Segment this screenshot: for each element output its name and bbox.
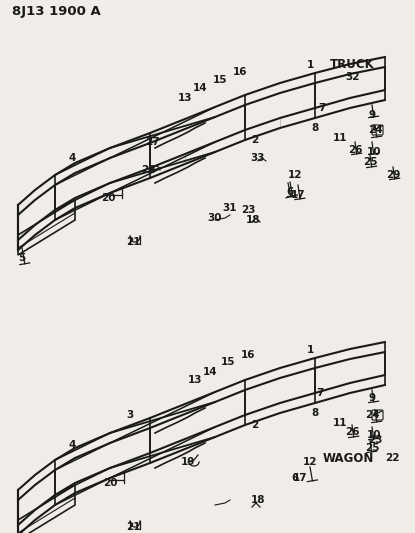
Text: 26: 26 xyxy=(348,145,362,155)
Text: 1: 1 xyxy=(306,345,314,355)
Text: 7: 7 xyxy=(316,388,324,398)
Text: 2: 2 xyxy=(251,420,259,430)
Text: 24: 24 xyxy=(365,410,379,420)
Text: 17: 17 xyxy=(290,190,305,200)
Text: 4: 4 xyxy=(68,440,76,450)
Text: 22: 22 xyxy=(385,453,399,463)
Text: 16: 16 xyxy=(233,67,247,77)
Text: 21: 21 xyxy=(126,237,140,247)
Text: 24: 24 xyxy=(368,125,382,135)
Text: TRUCK: TRUCK xyxy=(330,58,375,71)
Text: 30: 30 xyxy=(208,213,222,223)
Text: 5: 5 xyxy=(18,253,26,263)
Text: 10: 10 xyxy=(367,430,381,440)
Text: 20: 20 xyxy=(103,478,117,488)
Text: 26: 26 xyxy=(345,427,359,437)
Text: 11: 11 xyxy=(333,418,347,428)
Text: 12: 12 xyxy=(288,170,302,180)
Text: 28: 28 xyxy=(141,165,155,175)
Text: 10: 10 xyxy=(367,147,381,157)
Text: 33: 33 xyxy=(251,153,265,163)
Text: 25: 25 xyxy=(363,157,377,167)
Text: 9: 9 xyxy=(369,393,376,403)
Text: 18: 18 xyxy=(251,495,265,505)
Text: 2: 2 xyxy=(251,135,259,145)
Text: 13: 13 xyxy=(188,375,202,385)
Text: 1: 1 xyxy=(306,60,314,70)
Text: 29: 29 xyxy=(386,170,400,180)
Text: 19: 19 xyxy=(181,457,195,467)
Text: 13: 13 xyxy=(178,93,192,103)
Text: 27: 27 xyxy=(145,137,159,147)
Text: 15: 15 xyxy=(213,75,227,85)
Text: 16: 16 xyxy=(241,350,255,360)
Text: WAGON: WAGON xyxy=(323,452,374,465)
Text: 3: 3 xyxy=(127,410,134,420)
Text: 8: 8 xyxy=(311,123,319,133)
Text: 8: 8 xyxy=(311,408,319,418)
Text: 8J13 1900 A: 8J13 1900 A xyxy=(12,5,101,18)
Text: 7: 7 xyxy=(318,103,326,113)
Text: 4: 4 xyxy=(68,153,76,163)
Text: 9: 9 xyxy=(369,110,376,120)
Text: 11: 11 xyxy=(333,133,347,143)
Text: 14: 14 xyxy=(193,83,208,93)
Text: 21: 21 xyxy=(126,522,140,532)
Text: 12: 12 xyxy=(303,457,317,467)
Text: 6: 6 xyxy=(286,187,294,197)
Text: 14: 14 xyxy=(203,367,217,377)
Text: 17: 17 xyxy=(293,473,308,483)
Text: 32: 32 xyxy=(345,72,359,82)
Text: 31: 31 xyxy=(223,203,237,213)
Text: 6: 6 xyxy=(291,473,299,483)
Text: 20: 20 xyxy=(101,193,115,203)
Text: 23: 23 xyxy=(241,205,255,215)
Text: 25: 25 xyxy=(365,443,379,453)
Text: 23: 23 xyxy=(368,435,382,445)
Text: 15: 15 xyxy=(221,357,235,367)
Text: 18: 18 xyxy=(246,215,260,225)
